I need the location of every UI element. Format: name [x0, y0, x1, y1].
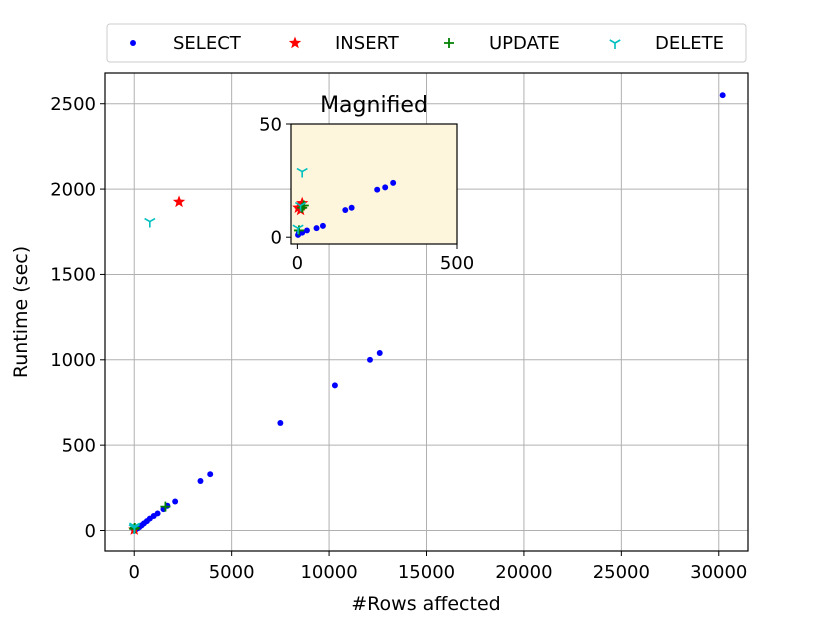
legend-marker-insert — [288, 36, 302, 49]
data-point-select — [382, 184, 389, 191]
y-tick-label: 50 — [259, 114, 282, 135]
inset-title: Magnified — [320, 93, 428, 118]
x-tick-label: 0 — [129, 562, 140, 583]
data-point-select — [319, 222, 326, 229]
y-tick-label: 0 — [85, 521, 96, 542]
legend-item-select: SELECT — [130, 33, 242, 54]
data-point-delete — [144, 217, 156, 228]
data-point-select — [303, 227, 310, 234]
legend-marker-select — [130, 40, 136, 46]
x-tick-label: 15000 — [398, 562, 455, 583]
x-tick-label: 30000 — [690, 562, 747, 583]
data-point-select — [719, 92, 726, 99]
x-tick-label: 20000 — [495, 562, 552, 583]
inset-points — [292, 167, 397, 238]
data-point-delete — [292, 224, 304, 235]
x-tick-label: 25000 — [593, 562, 650, 583]
data-point-select — [376, 350, 383, 356]
legend-label: DELETE — [655, 33, 724, 54]
legend: SELECT INSERT UPDATE DELETE — [106, 23, 747, 63]
data-point-select — [197, 478, 204, 484]
legend-frame — [106, 23, 747, 63]
data-point-delete — [128, 522, 141, 533]
legend-label: INSERT — [335, 33, 400, 54]
data-point-select — [172, 498, 179, 505]
y-tick-label: 2500 — [50, 94, 96, 115]
x-axis-label: #Rows affected — [351, 593, 500, 615]
legend-label: SELECT — [173, 33, 242, 54]
y-tick-label: 1000 — [50, 350, 96, 371]
x-tick-label: 10000 — [300, 562, 357, 583]
data-point-select — [313, 225, 320, 232]
main-ticks: 0 5000 10000 15000 20000 25000 300000500100015… — [50, 94, 747, 583]
y-tick-label: 500 — [62, 435, 96, 456]
y-axis-label: Runtime (sec) — [10, 246, 32, 378]
y-tick-label: 1500 — [50, 265, 96, 286]
data-point-delete — [294, 201, 307, 212]
data-point-select — [154, 510, 161, 517]
series-delete — [292, 167, 308, 235]
legend-label: UPDATE — [489, 33, 560, 54]
inset-chart: 0 500 0 50 Magnified — [259, 93, 474, 274]
x-tick-label: 5000 — [209, 562, 255, 583]
inset-frame — [290, 123, 458, 245]
data-point-insert — [295, 196, 309, 209]
data-point-select — [374, 186, 381, 193]
legend-marker-delete — [609, 39, 621, 49]
x-tick-label: 0 — [292, 253, 303, 274]
data-point-select — [390, 179, 397, 186]
data-point-select — [348, 204, 355, 211]
data-point-select — [367, 356, 373, 363]
inset-ticks: 0 500 0 50 — [259, 114, 474, 274]
data-point-update — [160, 501, 171, 512]
inset-background — [291, 124, 457, 244]
legend-item-insert: INSERT — [288, 33, 400, 54]
legend-marker-update — [444, 38, 454, 48]
x-tick-label: 500 — [440, 253, 474, 274]
y-tick-label: 2000 — [50, 179, 96, 200]
series-select — [295, 179, 397, 238]
data-point-select — [277, 419, 284, 426]
series-delete — [128, 217, 156, 534]
legend-item-delete: DELETE — [609, 33, 724, 54]
data-point-delete — [296, 167, 308, 178]
data-point-insert — [172, 195, 186, 208]
data-point-select — [207, 471, 214, 478]
data-point-select — [342, 207, 349, 214]
data-point-select — [331, 382, 338, 389]
legend-item-update: UPDATE — [444, 33, 560, 54]
y-tick-label: 0 — [271, 228, 282, 249]
series-insert — [128, 195, 186, 535]
main-points — [128, 92, 726, 535]
